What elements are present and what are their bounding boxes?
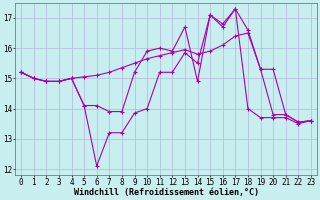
X-axis label: Windchill (Refroidissement éolien,°C): Windchill (Refroidissement éolien,°C) — [74, 188, 259, 197]
